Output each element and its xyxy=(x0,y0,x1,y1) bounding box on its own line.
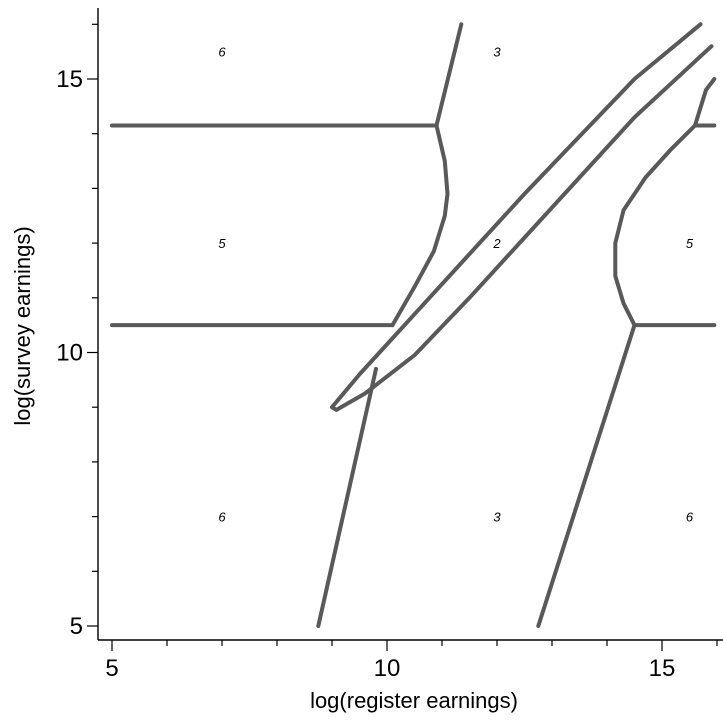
boundary-curve-7 xyxy=(330,44,714,412)
region-label: 6 xyxy=(218,45,226,60)
y-axis-title: log(survey earnings) xyxy=(10,226,35,425)
boundary-curve-12 xyxy=(693,77,717,128)
y-tick-label: 5 xyxy=(70,613,83,640)
plot-area xyxy=(110,22,717,628)
region-label: 6 xyxy=(218,510,226,525)
x-axis-title: log(register earnings) xyxy=(310,688,518,713)
region-label: 2 xyxy=(492,236,501,251)
boundary-curve-10 xyxy=(613,123,697,328)
x-tick-label: 10 xyxy=(374,655,401,682)
y-tick-label: 10 xyxy=(56,340,83,367)
boundary-curve-8 xyxy=(536,323,637,628)
region-label: 5 xyxy=(218,236,226,251)
boundary-curve-6 xyxy=(330,22,703,410)
x-ticks: 5 10 15 xyxy=(105,640,718,682)
boundary-curve-5 xyxy=(316,366,378,628)
region-label: 3 xyxy=(493,510,501,525)
boundary-curve-4 xyxy=(434,22,464,128)
region-label: 3 xyxy=(493,45,501,60)
region-label: 6 xyxy=(686,510,694,525)
region-label: 5 xyxy=(686,236,694,251)
boundary-curve-3 xyxy=(390,123,450,328)
axes xyxy=(97,8,723,641)
x-tick-label: 15 xyxy=(649,655,676,682)
y-ticks: 5 10 15 xyxy=(56,23,98,640)
x-tick-label: 5 xyxy=(105,655,118,682)
y-tick-label: 15 xyxy=(56,66,83,93)
region-labels: 6 3 5 2 5 6 3 6 xyxy=(218,45,694,525)
